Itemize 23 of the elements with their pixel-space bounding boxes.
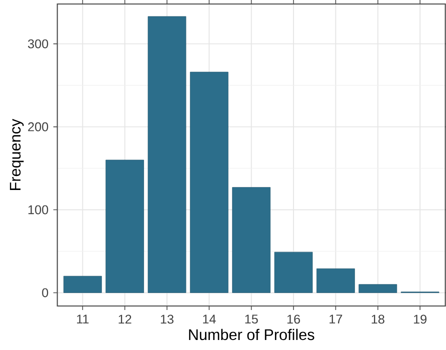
y-tick-label: 200 — [28, 122, 48, 132]
x-tick-label: 12 — [118, 314, 132, 324]
bar — [63, 276, 102, 293]
x-tick-label: 18 — [372, 314, 384, 324]
x-tick-label: 17 — [330, 314, 342, 324]
bar — [232, 187, 271, 293]
y-tick-label: 100 — [28, 205, 48, 214]
bar — [274, 252, 313, 293]
x-tick-label: 15 — [245, 314, 258, 324]
y-tick-label: 0 — [42, 288, 48, 298]
x-tick-label: 14 — [203, 314, 216, 324]
y-axis-title: Frequency — [10, 118, 24, 190]
x-tick-label: 16 — [287, 314, 300, 324]
bar — [358, 284, 398, 293]
bar — [148, 16, 186, 293]
x-tick-label: 11 — [77, 314, 89, 324]
x-axis-title: Number of Profiles — [189, 328, 314, 340]
x-tick-label: 13 — [160, 314, 174, 324]
bar — [190, 72, 228, 293]
bar — [106, 160, 144, 293]
bar — [316, 268, 355, 293]
x-tick-label: 19 — [414, 314, 426, 324]
y-tick-label: 300 — [28, 39, 48, 48]
